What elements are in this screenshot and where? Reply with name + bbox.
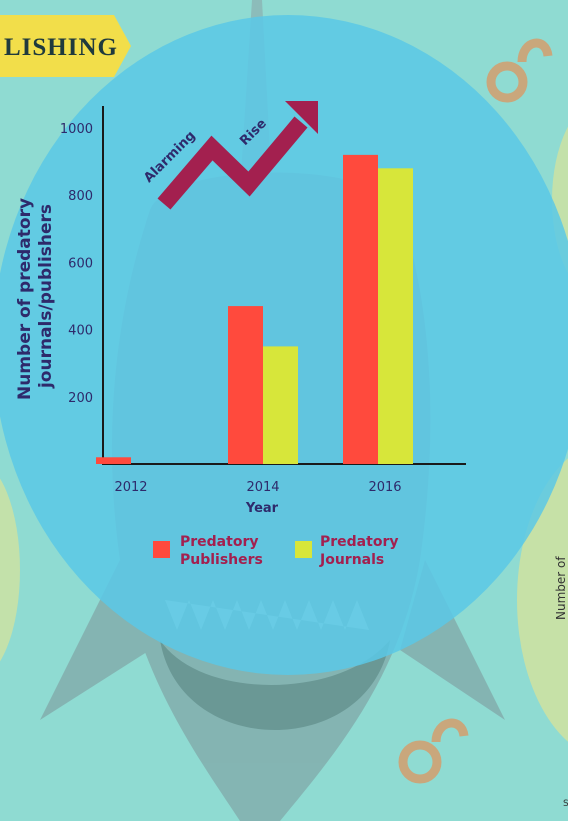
legend-label-journals-line-1: Predatory (320, 534, 398, 550)
banner-shape (0, 15, 131, 77)
banner-text: LISHING (4, 34, 118, 61)
bar-chart: 200 400 600 800 1000 2012 2014 2016 Year Numbe… (15, 106, 466, 516)
side-blob-left (0, 478, 20, 662)
x-tick-label: 2014 (246, 480, 279, 495)
y-tick-label: 400 (68, 324, 93, 339)
highlight-circle (0, 15, 568, 675)
y-axis-label: Number of predatory journals/publishers (15, 192, 56, 400)
bar-publishers-2014 (228, 306, 263, 464)
legend-swatch-publishers (153, 541, 170, 558)
legend-label-publishers: Predatory Publishers (180, 534, 263, 568)
open-access-icon-bottom (398, 718, 469, 784)
bar-journals-2014 (263, 346, 298, 464)
y-tick-label: 200 (68, 391, 93, 406)
open-access-icon-top (486, 38, 553, 103)
title-banner: LISHING (0, 15, 131, 77)
arrow-head (285, 101, 318, 134)
x-tick-labels: 2012 2014 2016 (114, 480, 401, 495)
x-tick-label: 2016 (368, 480, 401, 495)
bar-publishers-2012 (96, 457, 131, 464)
y-axis-label-line-1: Number of predatory (15, 198, 35, 400)
bar-journals-2016 (378, 168, 413, 464)
bars (96, 154, 413, 464)
legend-label-journals-line-2: Journals (319, 552, 384, 568)
arrow-shaft (157, 116, 308, 210)
side-footer-text: S (563, 799, 568, 809)
x-tick-label: 2012 (114, 480, 147, 495)
shark-mouth (160, 640, 390, 730)
legend-swatch-journals (295, 541, 312, 558)
x-axis-label: Year (245, 501, 279, 516)
side-label: Number of (554, 556, 568, 620)
y-tick-label: 600 (68, 256, 93, 271)
y-tick-labels: 200 400 600 800 1000 (60, 122, 93, 406)
legend-label-journals: Predatory Journals (319, 534, 403, 568)
bar-publishers-2016 (343, 154, 378, 464)
legend-label-publishers-line-1: Predatory (180, 534, 258, 550)
legend: Predatory Publishers Predatory Journals (153, 534, 403, 568)
y-tick-label: 800 (68, 189, 93, 204)
y-tick-label: 1000 (60, 122, 93, 137)
y-axis-label-line-2: journals/publishers (36, 204, 56, 389)
legend-label-publishers-line-2: Publishers (180, 552, 263, 568)
